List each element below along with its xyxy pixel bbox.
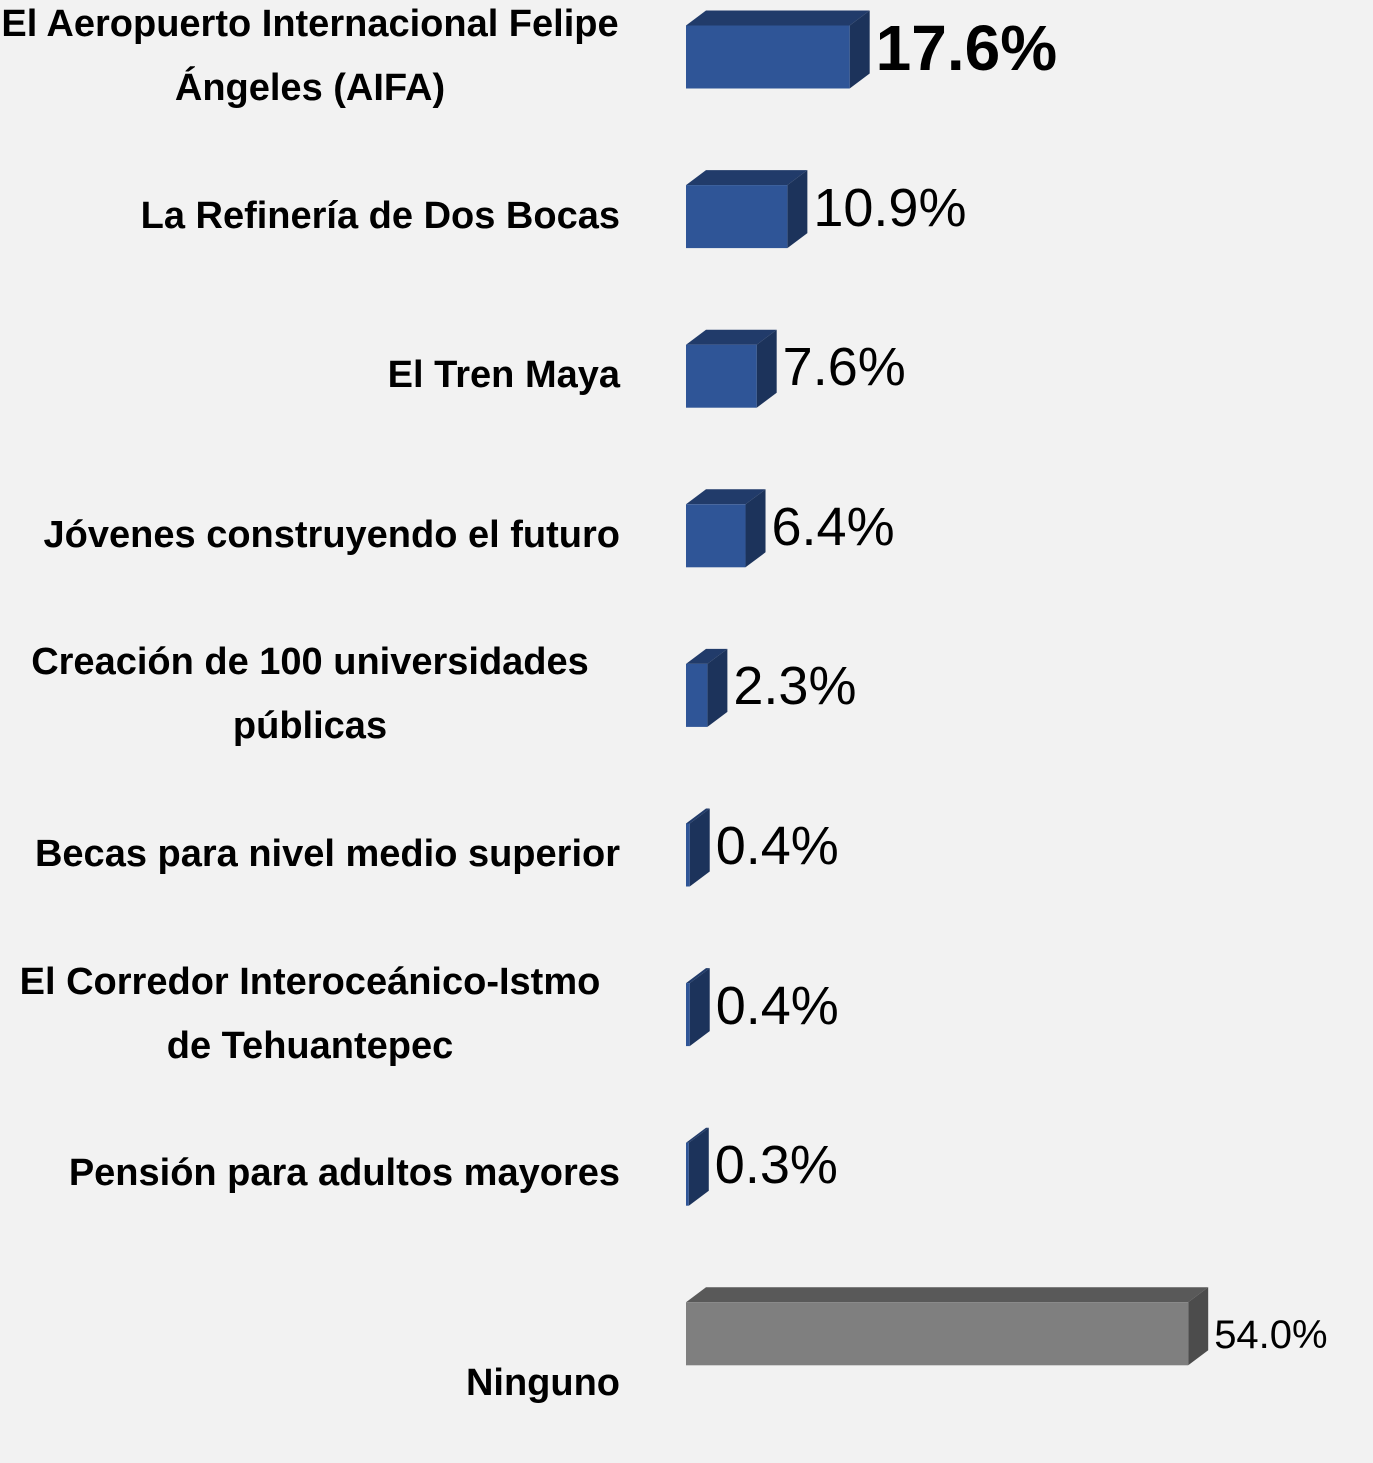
category-label-box: El Tren Maya bbox=[0, 295, 620, 455]
value-label: 2.3% bbox=[733, 656, 857, 717]
chart bbox=[686, 10, 1209, 1366]
category-label: La Refinería de Dos Bocas bbox=[140, 194, 620, 237]
category-label-box: Becas para nivel medio superior bbox=[0, 774, 620, 934]
bar-front bbox=[686, 823, 690, 887]
category-label-box: La Refinería de Dos Bocas bbox=[0, 136, 620, 296]
bar-top bbox=[686, 968, 710, 984]
bar-side bbox=[707, 648, 728, 727]
bar-top bbox=[686, 1287, 1209, 1303]
bar-top bbox=[686, 170, 808, 186]
bar-front bbox=[686, 1302, 1189, 1366]
bar bbox=[686, 648, 728, 727]
bar-top bbox=[686, 648, 728, 664]
bar-top bbox=[686, 10, 870, 26]
bar-front bbox=[686, 983, 690, 1047]
bar bbox=[686, 329, 777, 408]
value-label: 10.9% bbox=[813, 177, 967, 238]
bar-side bbox=[689, 808, 710, 887]
value-label: 6.4% bbox=[771, 496, 895, 557]
value-label: 0.3% bbox=[714, 1135, 838, 1196]
bar bbox=[686, 170, 808, 249]
bar bbox=[686, 1287, 1209, 1366]
category-label-box: El Aeropuerto Internacional Felipe Ángel… bbox=[0, 0, 620, 136]
bar bbox=[686, 968, 710, 1047]
bar-side bbox=[688, 1127, 709, 1206]
category-label: Ninguno bbox=[465, 1361, 620, 1404]
bar-side bbox=[1188, 1287, 1209, 1366]
value-label: 54.0% bbox=[1214, 1312, 1328, 1357]
bar bbox=[686, 489, 766, 568]
bar-top bbox=[686, 808, 710, 824]
bar-side bbox=[756, 329, 777, 408]
bar-top bbox=[686, 329, 777, 345]
bar bbox=[686, 10, 870, 89]
category-label: Creación de 100 universidades públicas bbox=[31, 641, 589, 748]
category-label-box: Pensión para adultos mayores bbox=[0, 1093, 620, 1253]
category-label: Jóvenes construyendo el futuro bbox=[43, 513, 620, 556]
bar-front bbox=[686, 663, 708, 727]
bar-front bbox=[686, 504, 746, 568]
bar-front bbox=[686, 25, 850, 89]
value-label: 7.6% bbox=[782, 337, 906, 398]
category-label: Becas para nivel medio superior bbox=[34, 833, 620, 875]
value-label: 17.6% bbox=[875, 12, 1058, 84]
category-label-box: Ninguno bbox=[0, 1303, 620, 1463]
bar bbox=[686, 808, 710, 887]
bar-top bbox=[686, 489, 766, 505]
bar-side bbox=[849, 10, 870, 89]
bar-front bbox=[686, 1142, 689, 1206]
bar-side bbox=[689, 968, 710, 1047]
category-label-box: Creación de 100 universidades públicas bbox=[0, 614, 620, 774]
bar-front bbox=[686, 344, 757, 408]
bar bbox=[686, 1127, 709, 1206]
category-label-box: Jóvenes construyendo el futuro bbox=[0, 455, 620, 615]
category-label-box: El Corredor Interoceánico-Istmo de Tehua… bbox=[0, 934, 620, 1094]
bar-top bbox=[686, 1127, 709, 1143]
category-label: El Corredor Interoceánico-Istmo de Tehua… bbox=[19, 960, 601, 1067]
bar-front bbox=[686, 185, 788, 249]
value-label: 0.4% bbox=[715, 975, 839, 1036]
page: {"chart_data": {"type": "bar", "orientat… bbox=[0, 0, 1328, 1404]
category-label: El Aeropuerto Internacional Felipe Ángel… bbox=[1, 3, 619, 109]
value-label: 0.4% bbox=[715, 816, 839, 876]
bar-side bbox=[787, 170, 808, 249]
category-label: Pensión para adultos mayores bbox=[68, 1152, 620, 1195]
bar-side bbox=[745, 489, 766, 568]
category-label: El Tren Maya bbox=[387, 354, 620, 397]
